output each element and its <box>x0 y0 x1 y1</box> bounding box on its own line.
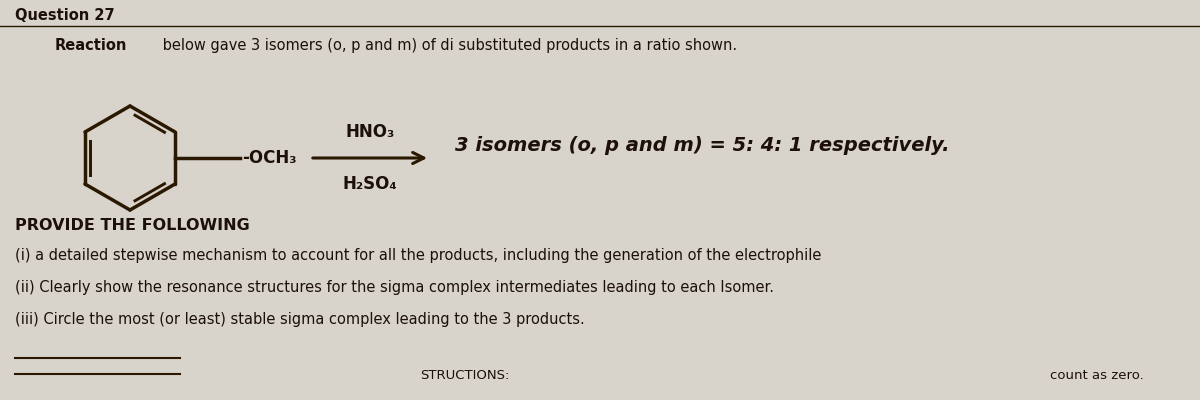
Text: PROVIDE THE FOLLOWING: PROVIDE THE FOLLOWING <box>14 218 250 233</box>
Text: H₂SO₄: H₂SO₄ <box>343 175 397 193</box>
Text: HNO₃: HNO₃ <box>346 123 395 141</box>
Text: Question 27: Question 27 <box>14 8 115 23</box>
Text: 3 isomers (o, p and m) = 5: 4: 1 respectively.: 3 isomers (o, p and m) = 5: 4: 1 respect… <box>455 136 949 154</box>
Text: (iii) Circle the most (or least) stable sigma complex leading to the 3 products.: (iii) Circle the most (or least) stable … <box>14 312 584 327</box>
Text: (i) a detailed stepwise mechanism to account for all the products, including the: (i) a detailed stepwise mechanism to acc… <box>14 248 821 263</box>
Text: STRUCTIONS:: STRUCTIONS: <box>420 369 509 382</box>
Text: count as zero.: count as zero. <box>1050 369 1144 382</box>
Text: -OCH₃: -OCH₃ <box>242 149 296 167</box>
Text: below gave 3 isomers (o, p and m) of di substituted products in a ratio shown.: below gave 3 isomers (o, p and m) of di … <box>158 38 737 53</box>
Text: Reaction: Reaction <box>55 38 127 53</box>
Text: (ii) Clearly show the resonance structures for the sigma complex intermediates l: (ii) Clearly show the resonance structur… <box>14 280 774 295</box>
